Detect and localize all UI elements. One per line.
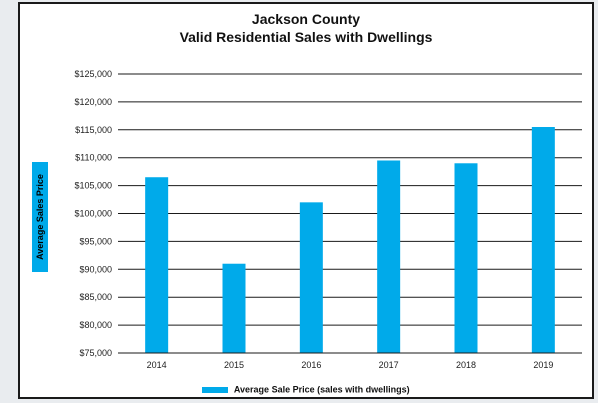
y-tick-label: $120,000 bbox=[74, 97, 112, 107]
chart-title-line-1: Jackson County bbox=[251, 11, 361, 27]
x-tick-label: 2019 bbox=[533, 360, 553, 370]
legend: Average Sale Price (sales with dwellings… bbox=[20, 384, 592, 395]
bar bbox=[454, 163, 478, 353]
chart-plot: $75,000 $80,000 $85,000 $90,000 $95,000 $100,… bbox=[74, 69, 582, 370]
y-tick-label: $125,000 bbox=[74, 69, 112, 79]
y-tick-label: $75,000 bbox=[79, 348, 112, 358]
bar bbox=[377, 160, 401, 353]
bar bbox=[222, 263, 246, 353]
x-tick-label: 2015 bbox=[224, 360, 244, 370]
y-tick-label: $110,000 bbox=[75, 153, 112, 163]
y-axis-label-box: Average Sales Price bbox=[32, 162, 48, 272]
y-tick-label: $95,000 bbox=[79, 236, 112, 246]
x-tick-label: 2017 bbox=[379, 360, 399, 370]
y-tick-label: $100,000 bbox=[74, 209, 112, 219]
y-tick-label: $105,000 bbox=[74, 181, 112, 191]
bar bbox=[299, 202, 323, 353]
y-tick-label: $80,000 bbox=[79, 320, 112, 330]
chart-frame: Jackson County Valid Residential Sales w… bbox=[18, 2, 594, 399]
y-tick-label: $90,000 bbox=[79, 264, 112, 274]
bar bbox=[531, 127, 555, 353]
legend-label: Average Sale Price (sales with dwellings… bbox=[233, 384, 410, 395]
y-tick-label: $115,000 bbox=[75, 125, 112, 135]
y-tick-label: $85,000 bbox=[79, 292, 112, 302]
chart-title: Jackson County Valid Residential Sales w… bbox=[20, 10, 592, 46]
x-tick-label: 2016 bbox=[301, 360, 321, 370]
x-tick-label: 2018 bbox=[456, 360, 476, 370]
legend-swatch bbox=[202, 386, 229, 393]
chart-title-line-2: Valid Residential Sales with Dwellings bbox=[179, 29, 433, 45]
x-tick-label: 2014 bbox=[147, 360, 167, 370]
bar bbox=[145, 177, 169, 353]
